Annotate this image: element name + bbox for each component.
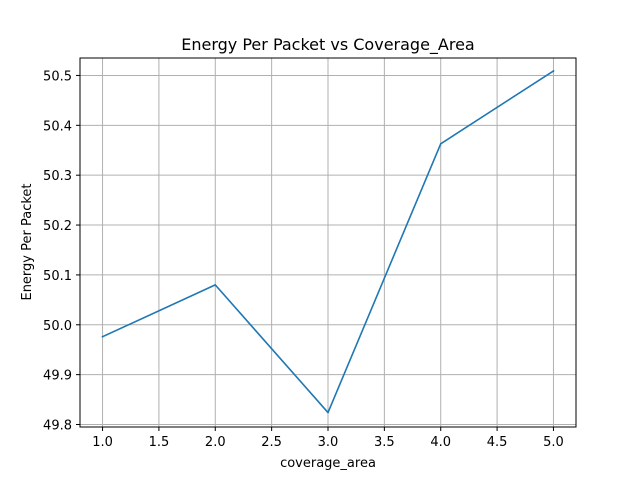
y-axis-label: Energy Per Packet (20, 183, 35, 300)
chart-title: Energy Per Packet vs Coverage_Area (181, 35, 474, 55)
data-point (101, 335, 104, 338)
x-tick-label: 4.0 (430, 435, 451, 450)
x-tick-label: 2.5 (261, 435, 282, 450)
y-tick-label: 50.5 (43, 69, 72, 84)
x-axis-label: coverage_area (280, 456, 376, 471)
x-tick-label: 5.0 (543, 435, 564, 450)
y-tick-label: 49.9 (43, 369, 72, 384)
data-point (552, 70, 555, 72)
x-tick-label: 1.5 (149, 435, 170, 450)
x-tick-label: 3.5 (374, 435, 395, 450)
x-tick-label: 1.0 (92, 435, 113, 450)
y-tick-label: 50.3 (43, 169, 72, 184)
series-layer (101, 69, 555, 414)
y-tick-label: 50.0 (43, 319, 72, 334)
data-point (439, 142, 442, 145)
data-point (327, 411, 329, 414)
y-tick-label: 50.4 (43, 119, 72, 134)
grid (80, 58, 576, 427)
x-tick-label: 3.0 (318, 435, 339, 450)
x-axis-ticks: 1.0 1.5 2.0 2.5 3.0 3.5 4.0 4.5 5.0 (92, 427, 564, 450)
y-tick-label: 50.2 (43, 219, 72, 234)
y-tick-label: 49.8 (43, 419, 72, 434)
y-axis-ticks: 49.8 49.9 50.0 50.1 50.2 50.3 50.4 50.5 (43, 69, 80, 434)
x-tick-label: 2.0 (205, 435, 226, 450)
data-point (214, 284, 217, 286)
x-tick-label: 4.5 (487, 435, 508, 450)
y-tick-label: 50.1 (43, 269, 72, 284)
